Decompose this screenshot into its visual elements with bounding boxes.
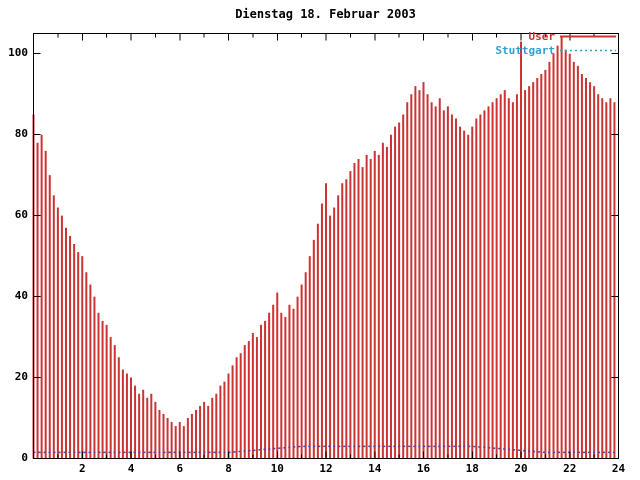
x-tick-label: 22 — [563, 462, 577, 475]
x-tick-label: 4 — [127, 462, 135, 475]
legend-label-user: User — [528, 30, 556, 43]
x-tick-label: 18 — [465, 462, 479, 475]
x-tick-label: 8 — [225, 462, 232, 475]
x-tick-label: 16 — [416, 462, 431, 475]
legend-label-stuttgart: Stuttgart — [495, 44, 555, 57]
y-tick-label: 100 — [8, 45, 28, 59]
x-tick-label: 24 — [611, 462, 626, 475]
x-tick-label: 10 — [270, 462, 284, 475]
y-tick-label: 40 — [14, 288, 28, 302]
x-tick-label: 14 — [368, 462, 382, 475]
chart-title: Dienstag 18. Februar 2003 — [235, 7, 416, 21]
x-tick-label: 20 — [514, 462, 528, 475]
x-tick-label: 6 — [176, 462, 184, 475]
y-tick-label: 0 — [21, 450, 28, 464]
x-tick-label: 2 — [78, 462, 86, 475]
y-tick-label: 80 — [14, 126, 28, 140]
y-tick-label: 60 — [14, 207, 28, 221]
y-tick-label: 20 — [14, 369, 28, 383]
x-tick-label: 12 — [319, 462, 333, 475]
